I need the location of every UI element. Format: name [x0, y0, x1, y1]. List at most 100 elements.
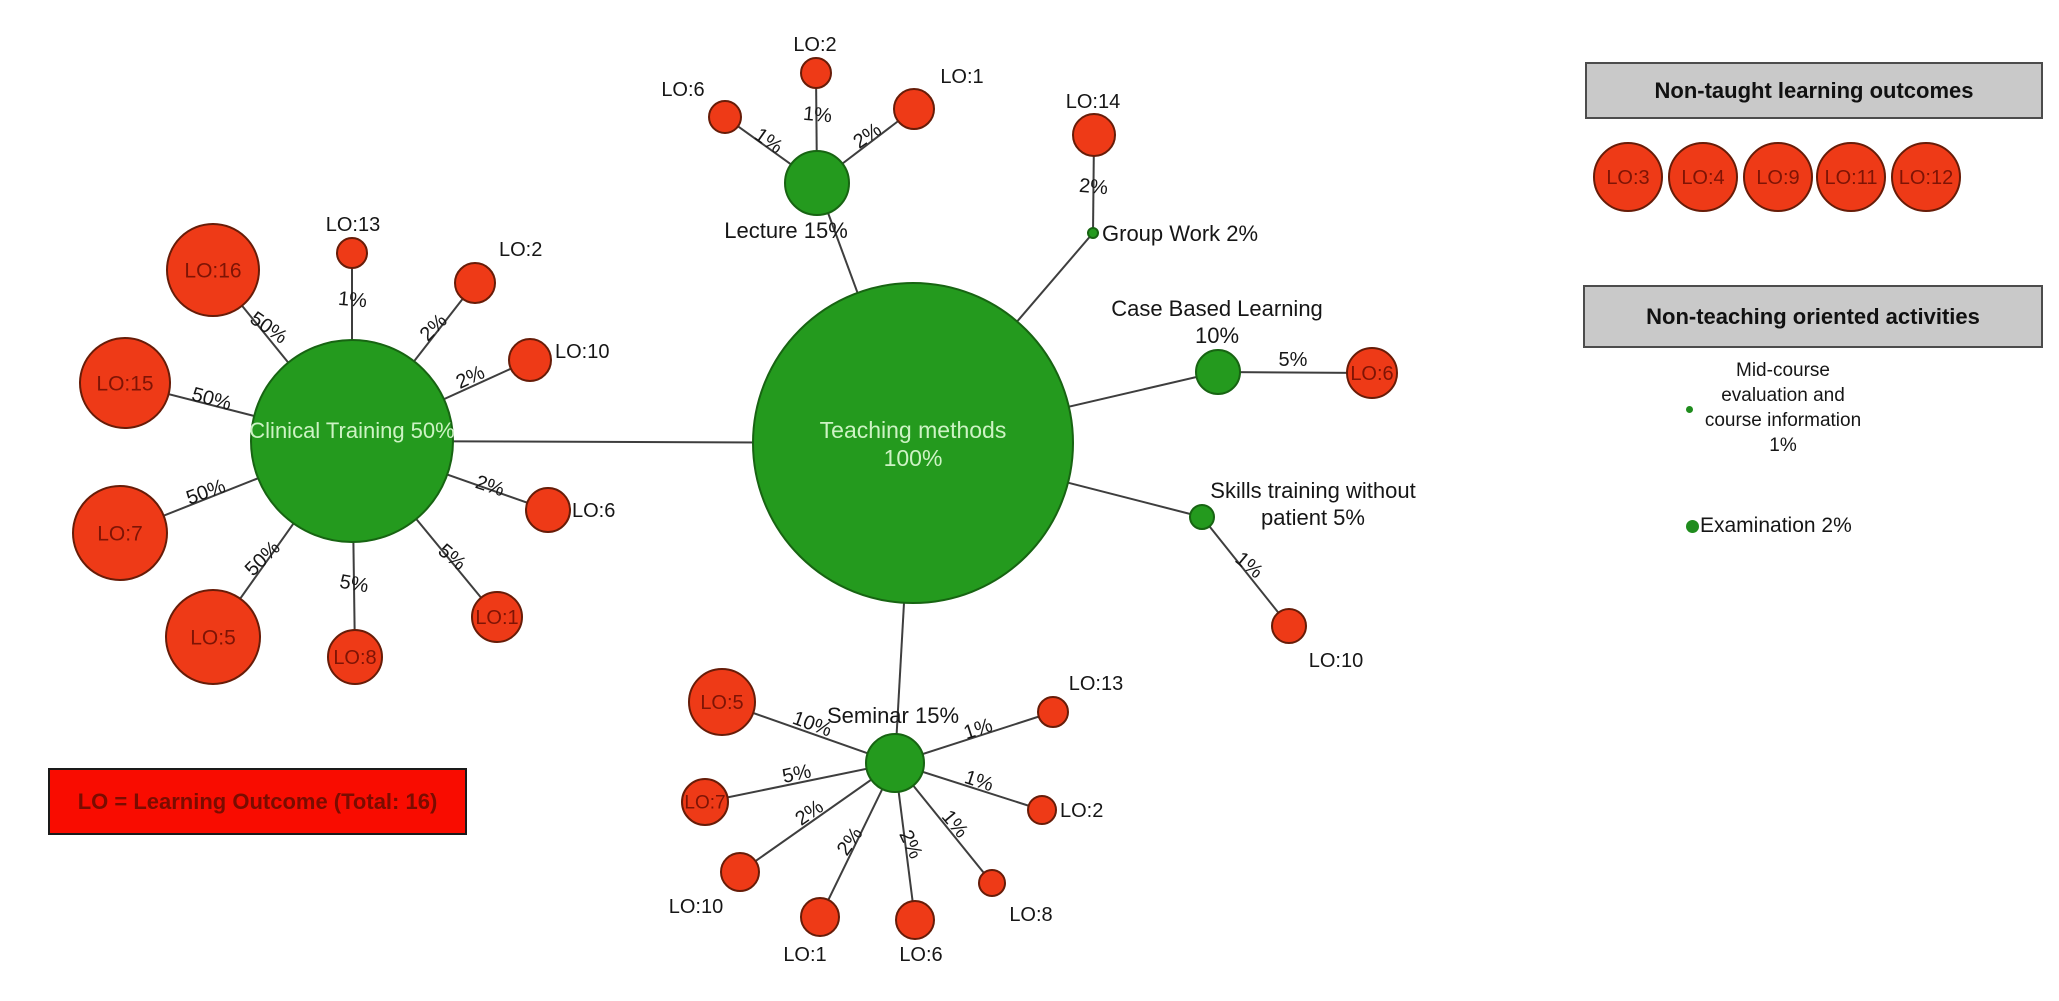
node-clinical-training	[250, 339, 454, 543]
node-label-lo16-ct: LO:16	[184, 259, 241, 282]
label-lo2-ct-label: LO:2	[499, 239, 542, 261]
label-lo6-ct-label: LO:6	[572, 500, 615, 522]
legend-node-label-lo4: LO:4	[1681, 167, 1724, 189]
edge-label-seminar-lo8-sem: 1%	[937, 806, 973, 842]
edge-label-seminar-lo7-sem: 5%	[780, 760, 813, 788]
edge-seminar-lo7-sem	[704, 762, 896, 803]
legend-node-lo4	[1668, 142, 1738, 212]
node-lo6-ct	[525, 487, 571, 533]
node-lo8-ct	[327, 629, 383, 685]
node-lo5-ct	[165, 589, 261, 685]
edge-label-seminar-lo13-sem: 1%	[961, 714, 995, 744]
node-label-lo6-cbl: LO:6	[1350, 363, 1393, 385]
label-lo10-ct-label: LO:10	[555, 341, 609, 363]
node-teaching-methods	[752, 282, 1074, 604]
edge-label-clinical-training-lo8-ct: 5%	[338, 571, 371, 598]
node-label-teaching-methods: Teaching methods	[820, 417, 1007, 443]
examination-entry: Examination 2%	[1686, 514, 1852, 538]
node-lo6-lecture	[708, 100, 742, 134]
edge-label-lecture-lo2-lecture: 1%	[802, 103, 833, 127]
node-lo6-sem	[895, 900, 935, 940]
edge-seminar-lo10-sem	[739, 762, 896, 873]
label-seminar-label: Seminar 15%	[827, 703, 959, 728]
node-lo2-ct	[454, 262, 496, 304]
edge-label-lecture-lo6-lecture: 1%	[750, 124, 786, 159]
node-group-work	[1087, 227, 1099, 239]
examination-label: Examination 2%	[1700, 514, 1852, 537]
node-label-lo1-ct: LO:1	[475, 607, 518, 629]
edge-skills-training-lo10-skills	[1201, 516, 1290, 627]
node-lo7-ct	[72, 485, 168, 581]
edge-label-clinical-training-lo16-ct: 50%	[246, 308, 292, 349]
legend-node-label-lo9: LO:9	[1756, 167, 1799, 189]
label-lo10-sem-label: LO:10	[669, 896, 723, 918]
node-lo14-gw	[1072, 113, 1116, 157]
node-lo15-ct	[79, 337, 171, 429]
legend-node-lo11	[1816, 142, 1886, 212]
edge-label-clinical-training-lo10-ct: 2%	[453, 361, 489, 393]
node-lo10-skills	[1271, 608, 1307, 644]
node-lo16-ct	[166, 223, 260, 317]
edge-label-clinical-training-lo1-ct: 5%	[434, 540, 470, 576]
node-lo2-lecture	[800, 57, 832, 89]
edge-label-clinical-training-lo5-ct: 50%	[241, 537, 285, 581]
node-label-lo7-ct: LO:7	[97, 522, 143, 545]
label-lo2-sem-label: LO:2	[1060, 800, 1103, 822]
edge-label-clinical-training-lo13-ct: 1%	[337, 288, 368, 312]
node-label-lo5-ct: LO:5	[190, 626, 236, 649]
edge-label-clinical-training-lo6-ct: 2%	[473, 471, 507, 501]
label-lo10-skills-label: LO:10	[1309, 650, 1363, 672]
examination-dot-icon	[1686, 519, 1699, 533]
label-lo1-sem-label: LO:1	[783, 944, 826, 966]
node-label-lo7-sem: LO:7	[684, 793, 725, 814]
node-lo5-sem	[688, 668, 756, 736]
node-lo1-lecture	[893, 88, 935, 130]
node-label-lo8-ct: LO:8	[333, 647, 376, 669]
node-lecture	[784, 150, 850, 216]
legend-node-lo12	[1891, 142, 1961, 212]
node-label-lo15-ct: LO:15	[96, 372, 153, 395]
edge-label-clinical-training-lo7-ct: 50%	[183, 475, 228, 509]
node-seminar	[865, 733, 925, 793]
edge-label-seminar-lo10-sem: 2%	[791, 796, 827, 831]
node-skills-training	[1189, 504, 1215, 530]
edge-label-lecture-lo1-lecture: 2%	[849, 119, 885, 154]
lo-abbreviation-note: LO = Learning Outcome (Total: 16)	[48, 768, 467, 835]
node-lo8-sem	[978, 869, 1006, 897]
legend-non-taught-outcomes-title: Non-taught learning outcomes	[1585, 62, 2043, 119]
mid-course-line-2: evaluation and	[1721, 385, 1845, 406]
edge-label-seminar-lo2-sem: 1%	[962, 766, 996, 796]
node-lo10-sem	[720, 852, 760, 892]
legend-node-label-lo3: LO:3	[1606, 167, 1649, 189]
edge-label-clinical-training-lo15-ct: 50%	[189, 383, 234, 415]
node-case-based-learning	[1195, 349, 1241, 395]
edge-label-case-based-learning-lo6-cbl: 5%	[1279, 349, 1308, 371]
label-lo6-sem-label: LO:6	[899, 944, 942, 966]
legend-non-teaching-activities-title: Non-teaching oriented activities	[1583, 285, 2043, 348]
node-lo13-sem	[1037, 696, 1069, 728]
label-skills-label-line2: patient 5%	[1261, 505, 1365, 530]
edge-label-clinical-training-lo2-ct: 2%	[416, 310, 452, 346]
edge-label-seminar-lo6-sem: 2%	[894, 827, 926, 863]
mid-course-dot-icon	[1686, 406, 1693, 413]
node-lo10-ct	[508, 338, 552, 382]
edge-label-skills-training-lo10-skills: 1%	[1231, 548, 1267, 584]
label-lo2-lecture-label: LO:2	[793, 34, 836, 56]
node-lo13-ct	[336, 237, 368, 269]
label-lecture-label: Lecture 15%	[724, 218, 848, 243]
label-cbl-label-line2: 10%	[1195, 323, 1239, 348]
label-lo13-sem-label: LO:13	[1069, 673, 1123, 695]
node-lo6-cbl	[1346, 347, 1398, 399]
label-lo1-lecture-label: LO:1	[940, 66, 983, 88]
label-skills-label-line1: Skills training without	[1210, 478, 1415, 503]
legend-node-lo3	[1593, 142, 1663, 212]
legend-node-label-lo12: LO:12	[1899, 167, 1953, 189]
label-lo14-gw-label: LO:14	[1066, 91, 1120, 113]
node-label-clinical-training: Clinical Training 50%	[249, 418, 454, 443]
node-lo1-sem	[800, 897, 840, 937]
mid-course-line-3: course information	[1704, 410, 1862, 431]
node-lo1-ct	[471, 591, 523, 643]
legend-node-lo9	[1743, 142, 1813, 212]
